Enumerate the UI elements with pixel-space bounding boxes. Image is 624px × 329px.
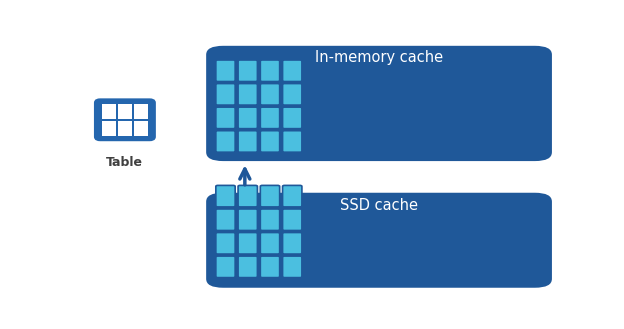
- Text: In-memory cache: In-memory cache: [315, 50, 443, 65]
- Text: SSD cache: SSD cache: [340, 198, 418, 213]
- FancyBboxPatch shape: [260, 107, 280, 129]
- FancyBboxPatch shape: [283, 186, 302, 207]
- FancyBboxPatch shape: [238, 107, 258, 129]
- FancyBboxPatch shape: [260, 186, 280, 207]
- FancyBboxPatch shape: [238, 84, 258, 105]
- FancyBboxPatch shape: [238, 186, 258, 207]
- FancyBboxPatch shape: [238, 209, 258, 231]
- FancyBboxPatch shape: [283, 84, 302, 105]
- FancyBboxPatch shape: [283, 209, 302, 231]
- FancyBboxPatch shape: [260, 131, 280, 152]
- FancyBboxPatch shape: [102, 104, 115, 118]
- FancyBboxPatch shape: [283, 233, 302, 254]
- FancyBboxPatch shape: [216, 256, 235, 278]
- FancyBboxPatch shape: [260, 233, 280, 254]
- FancyBboxPatch shape: [134, 121, 148, 136]
- FancyBboxPatch shape: [96, 101, 154, 139]
- FancyBboxPatch shape: [206, 193, 552, 288]
- FancyBboxPatch shape: [118, 104, 132, 118]
- FancyBboxPatch shape: [260, 256, 280, 278]
- FancyBboxPatch shape: [134, 104, 148, 118]
- FancyBboxPatch shape: [216, 233, 235, 254]
- FancyBboxPatch shape: [216, 209, 235, 231]
- FancyBboxPatch shape: [283, 256, 302, 278]
- FancyBboxPatch shape: [283, 107, 302, 129]
- FancyBboxPatch shape: [260, 84, 280, 105]
- FancyBboxPatch shape: [283, 131, 302, 152]
- FancyBboxPatch shape: [260, 209, 280, 231]
- FancyBboxPatch shape: [216, 84, 235, 105]
- FancyBboxPatch shape: [216, 107, 235, 129]
- Text: Table: Table: [105, 156, 142, 169]
- FancyBboxPatch shape: [238, 233, 258, 254]
- FancyBboxPatch shape: [216, 186, 235, 207]
- FancyBboxPatch shape: [206, 46, 552, 161]
- FancyBboxPatch shape: [283, 60, 302, 82]
- FancyBboxPatch shape: [102, 121, 115, 136]
- FancyBboxPatch shape: [216, 60, 235, 82]
- FancyBboxPatch shape: [238, 60, 258, 82]
- FancyBboxPatch shape: [118, 121, 132, 136]
- FancyBboxPatch shape: [238, 131, 258, 152]
- FancyBboxPatch shape: [260, 60, 280, 82]
- FancyBboxPatch shape: [238, 256, 258, 278]
- FancyBboxPatch shape: [216, 131, 235, 152]
